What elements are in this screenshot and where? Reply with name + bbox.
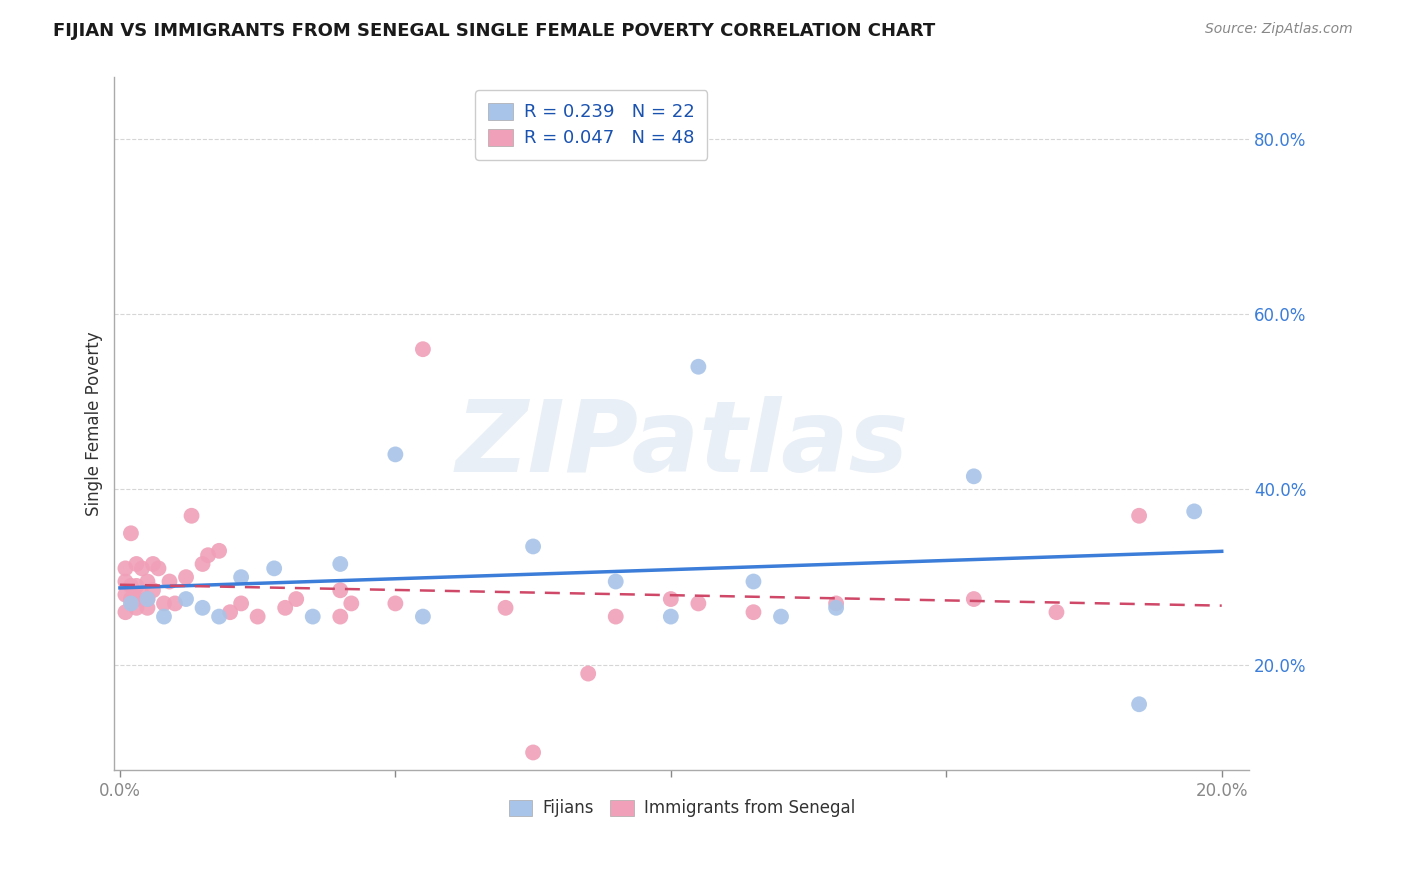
Point (605, 574, 627, 589)
Text: FIJIAN VS IMMIGRANTS FROM SENEGAL SINGLE FEMALE POVERTY CORRELATION CHART: FIJIAN VS IMMIGRANTS FROM SENEGAL SINGLE… (53, 22, 935, 40)
Point (522, 540, 544, 554)
Point (142, 557, 165, 571)
Point (229, 570, 252, 584)
Point (191, 557, 214, 571)
Point (114, 574, 136, 589)
Point (274, 600, 297, 615)
Point (120, 579, 142, 593)
Point (136, 600, 159, 615)
Point (219, 605, 242, 619)
Point (153, 596, 176, 610)
Point (136, 574, 159, 589)
Point (285, 592, 308, 607)
Point (208, 609, 231, 624)
Point (963, 592, 986, 607)
Point (688, 359, 710, 374)
Point (125, 600, 148, 615)
Point (769, 609, 792, 624)
Point (659, 592, 682, 607)
Point (136, 592, 159, 607)
Point (495, 600, 517, 615)
Point (120, 592, 142, 607)
Point (1182, 504, 1205, 518)
Point (1128, 508, 1150, 523)
Point (329, 609, 352, 624)
Point (825, 596, 848, 610)
Point (688, 596, 710, 610)
Point (576, 666, 599, 681)
Point (522, 746, 544, 760)
Point (1128, 698, 1150, 712)
Point (125, 557, 148, 571)
Point (329, 557, 352, 571)
Point (329, 583, 352, 598)
Point (191, 600, 214, 615)
Point (742, 605, 765, 619)
Point (963, 469, 986, 483)
Point (136, 592, 159, 607)
Point (742, 574, 765, 589)
Point (659, 609, 682, 624)
Point (153, 609, 176, 624)
Point (120, 526, 142, 541)
Point (825, 600, 848, 615)
Point (412, 342, 434, 356)
Point (263, 561, 285, 575)
Point (229, 596, 252, 610)
Point (120, 596, 142, 610)
Point (142, 583, 165, 598)
Point (174, 570, 197, 584)
Point (148, 561, 170, 575)
Y-axis label: Single Female Poverty: Single Female Poverty (86, 332, 103, 516)
Point (208, 544, 231, 558)
Point (159, 574, 181, 589)
Legend: Fijians, Immigrants from Senegal: Fijians, Immigrants from Senegal (502, 793, 862, 824)
Point (114, 561, 136, 575)
Point (340, 596, 363, 610)
Point (125, 579, 148, 593)
Point (246, 609, 269, 624)
Point (197, 548, 219, 562)
Point (605, 609, 627, 624)
Point (180, 508, 202, 523)
Text: Source: ZipAtlas.com: Source: ZipAtlas.com (1205, 22, 1353, 37)
Point (163, 596, 186, 610)
Point (114, 605, 136, 619)
Point (384, 596, 406, 610)
Point (384, 447, 406, 461)
Point (174, 592, 197, 607)
Point (301, 609, 323, 624)
Point (131, 561, 153, 575)
Point (131, 588, 153, 602)
Point (125, 592, 148, 607)
Text: ZIPatlas: ZIPatlas (456, 396, 908, 493)
Point (1045, 605, 1067, 619)
Point (412, 609, 434, 624)
Point (114, 588, 136, 602)
